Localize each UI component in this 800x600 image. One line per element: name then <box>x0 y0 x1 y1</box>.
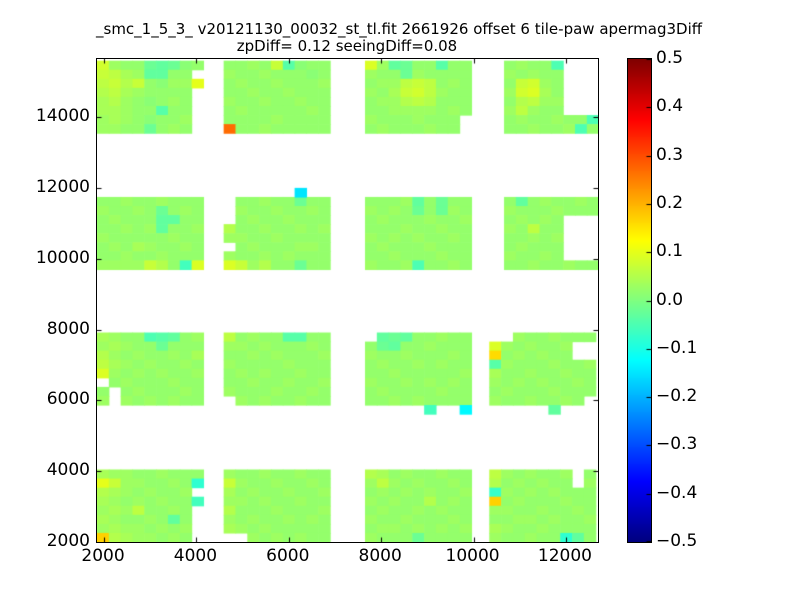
y-tick-label: 10000 <box>35 247 90 268</box>
x-tick-label: 12000 <box>537 546 592 566</box>
colorbar-tick-label: 0.4 <box>656 96 684 117</box>
x-tick-label: 6000 <box>266 546 310 566</box>
y-tick-label: 8000 <box>46 318 90 339</box>
colorbar-tick-label: −0.1 <box>656 337 698 358</box>
colorbar-tick-label: 0.1 <box>656 241 684 262</box>
x-tick-label: 8000 <box>358 546 402 566</box>
y-tick-label: 14000 <box>35 106 90 127</box>
y-tick-label: 2000 <box>46 531 90 551</box>
heatmap-canvas <box>97 59 598 542</box>
chart-subtitle: zpDiff= 0.12 seeingDiff=0.08 <box>236 37 458 55</box>
colorbar-tick-label: −0.5 <box>656 531 698 551</box>
x-tick-label: 10000 <box>445 546 500 566</box>
colorbar-tick-label: 0.5 <box>656 48 684 68</box>
x-tick-label: 2000 <box>81 546 125 566</box>
y-tick-label: 6000 <box>46 389 90 410</box>
colorbar-gradient <box>628 59 651 542</box>
x-tick-label: 4000 <box>173 546 218 566</box>
y-tick-label: 12000 <box>35 177 90 198</box>
chart-title: _smc_1_5_3_ v20121130_00032_st_tl.fit 26… <box>96 20 703 38</box>
colorbar-tick-label: 0.3 <box>656 144 684 165</box>
colorbar-tick-label: −0.4 <box>656 482 698 503</box>
colorbar-tick-label: −0.2 <box>656 386 698 407</box>
y-tick-label: 4000 <box>46 460 90 481</box>
colorbar-tick-label: 0.2 <box>656 192 684 213</box>
colorbar-tick-label: 0.0 <box>656 289 684 310</box>
colorbar-tick-label: −0.3 <box>656 434 698 455</box>
colorbar <box>627 58 652 543</box>
plot-area <box>96 58 599 543</box>
